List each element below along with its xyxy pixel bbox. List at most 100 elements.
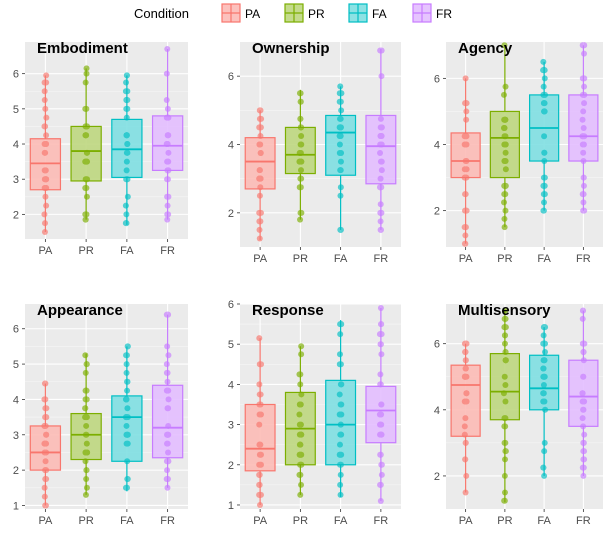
data-point xyxy=(124,343,131,350)
data-point xyxy=(164,378,171,385)
data-point xyxy=(82,369,89,376)
data-point xyxy=(256,381,263,388)
data-point xyxy=(540,382,547,389)
data-point xyxy=(337,132,344,139)
data-point xyxy=(541,439,548,446)
data-point xyxy=(43,475,50,482)
data-point xyxy=(337,421,344,428)
y-tick-label: 5 xyxy=(13,359,19,371)
data-point xyxy=(378,421,385,428)
data-point xyxy=(462,141,469,148)
data-point xyxy=(42,123,49,130)
data-point xyxy=(378,132,385,139)
data-point xyxy=(257,441,264,448)
data-point xyxy=(164,105,171,112)
data-point xyxy=(83,184,90,191)
data-point xyxy=(463,116,470,123)
data-point xyxy=(336,441,343,448)
data-point xyxy=(377,481,384,488)
data-point xyxy=(165,149,172,156)
data-point xyxy=(165,211,172,218)
data-point xyxy=(461,174,468,181)
data-point xyxy=(164,484,171,491)
data-point xyxy=(123,414,130,421)
data-point xyxy=(337,461,344,468)
data-point xyxy=(297,115,304,122)
data-point xyxy=(41,484,48,491)
x-tick-label: PR xyxy=(497,253,512,265)
data-point xyxy=(256,235,263,242)
data-point xyxy=(502,448,509,455)
data-point xyxy=(542,406,549,413)
data-point xyxy=(580,423,587,430)
data-point xyxy=(82,176,89,183)
x-tick-label: FA xyxy=(334,253,348,265)
data-point xyxy=(296,371,303,378)
data-point xyxy=(581,431,588,438)
data-point xyxy=(542,324,549,331)
data-point xyxy=(165,387,172,394)
x-tick-label: PR xyxy=(293,253,308,265)
x-tick-label: FR xyxy=(160,245,175,257)
data-point xyxy=(258,361,265,368)
data-point xyxy=(124,193,131,200)
y-tick-label: 3 xyxy=(13,430,19,442)
data-point xyxy=(123,79,130,86)
data-point xyxy=(296,471,303,478)
data-point xyxy=(501,340,508,347)
data-point xyxy=(256,411,263,418)
data-point xyxy=(580,439,587,446)
panel-appearance: 1 2 3 4 5 6 PA PR FA FR Appearance xyxy=(13,302,188,527)
data-point xyxy=(164,167,171,174)
data-point xyxy=(377,497,384,504)
data-point xyxy=(501,116,508,123)
data-point xyxy=(337,481,344,488)
data-point xyxy=(338,90,345,97)
data-point xyxy=(123,422,130,429)
legend-title: Condition xyxy=(134,6,189,21)
data-point xyxy=(462,191,469,198)
data-point xyxy=(257,175,264,182)
data-point xyxy=(336,351,343,358)
data-point xyxy=(83,422,90,429)
data-point xyxy=(541,91,548,98)
data-point xyxy=(378,321,385,328)
y-tick-label: 2 xyxy=(434,471,440,483)
data-point xyxy=(296,421,303,428)
data-point xyxy=(501,373,508,380)
data-point xyxy=(256,481,263,488)
y-tick-label: 2 xyxy=(13,209,19,221)
x-tick-label: PA xyxy=(38,245,53,257)
data-point xyxy=(541,75,548,82)
data-point xyxy=(123,396,130,403)
data-point xyxy=(122,202,129,209)
y-tick-label: 6 xyxy=(13,324,19,336)
data-point xyxy=(83,158,90,165)
data-point xyxy=(377,381,384,388)
data-point xyxy=(462,75,469,82)
data-point xyxy=(297,441,304,448)
data-point xyxy=(580,182,587,189)
data-point xyxy=(256,421,263,428)
points-fa xyxy=(540,58,548,214)
data-point xyxy=(502,439,509,446)
data-point xyxy=(82,132,89,139)
data-point xyxy=(164,216,171,223)
data-point xyxy=(336,451,343,458)
points-fr xyxy=(377,47,385,233)
data-point xyxy=(337,491,344,498)
legend: Condition PA PR FA FR xyxy=(134,3,452,23)
data-point xyxy=(377,218,384,225)
data-point xyxy=(580,174,587,181)
data-point xyxy=(377,371,384,378)
data-point xyxy=(500,91,507,98)
data-point xyxy=(41,493,48,500)
data-point xyxy=(337,331,344,338)
y-tick-label: 6 xyxy=(434,339,440,351)
panel-embodiment: 2 3 4 5 6 PA PR FA FR Embodiment xyxy=(13,40,188,257)
data-point xyxy=(124,440,131,447)
data-point xyxy=(164,343,171,350)
panel-title: Ownership xyxy=(252,40,330,57)
data-point xyxy=(337,124,344,131)
data-point xyxy=(164,202,171,209)
